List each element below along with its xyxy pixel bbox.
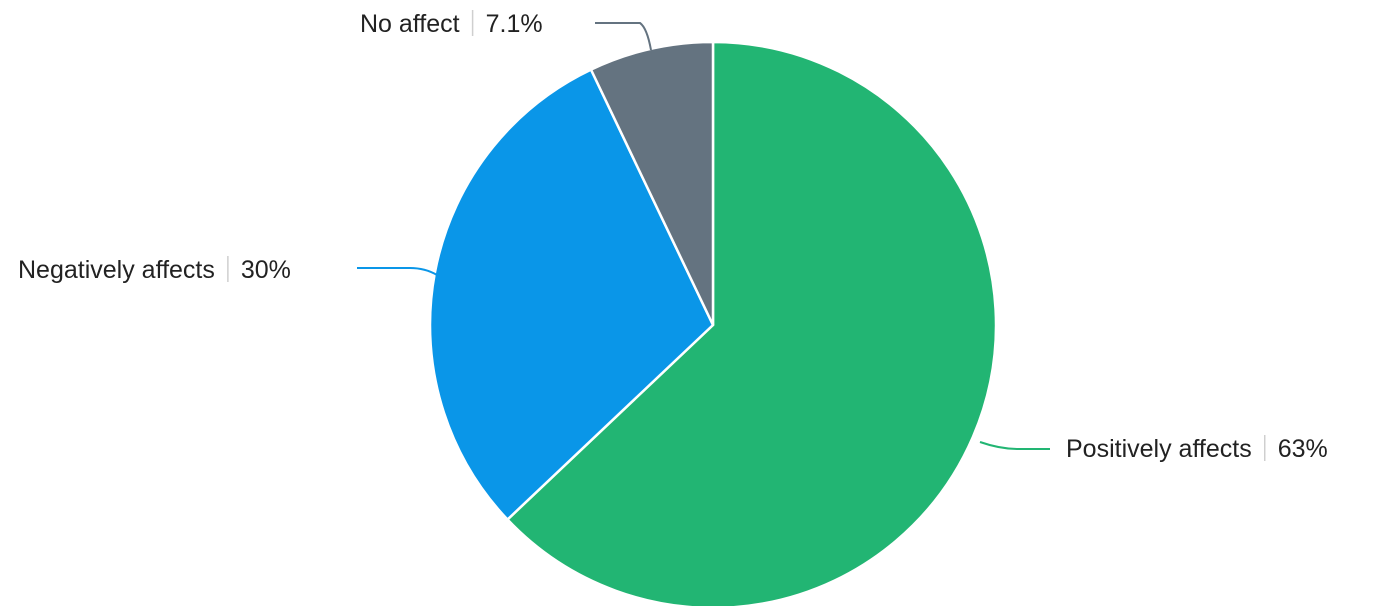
slice-label-value: 30% xyxy=(241,256,291,284)
slice-label-no-affect: No affect 7.1% xyxy=(360,10,543,38)
leader-line-no-affect xyxy=(595,22,652,51)
slice-label-value: 63% xyxy=(1278,435,1328,463)
leader-line-negatively-affects xyxy=(357,267,438,276)
leader-lines xyxy=(357,22,1050,450)
slice-labels: Positively affects 63% Negatively affects 3… xyxy=(18,10,1328,463)
slice-label-negatively-affects: Negatively affects 30% xyxy=(18,256,291,284)
slice-label-name: Positively affects xyxy=(1066,435,1252,463)
slice-label-value: 7.1% xyxy=(486,10,543,38)
slice-label-name: Negatively affects xyxy=(18,256,215,284)
pie-slices xyxy=(428,40,998,606)
pie-slice-positively-affects xyxy=(506,40,998,606)
slice-label-positively-affects: Positively affects 63% xyxy=(1066,435,1328,463)
leader-line-positively-affects xyxy=(979,441,1050,450)
slice-label-name: No affect xyxy=(360,10,460,38)
